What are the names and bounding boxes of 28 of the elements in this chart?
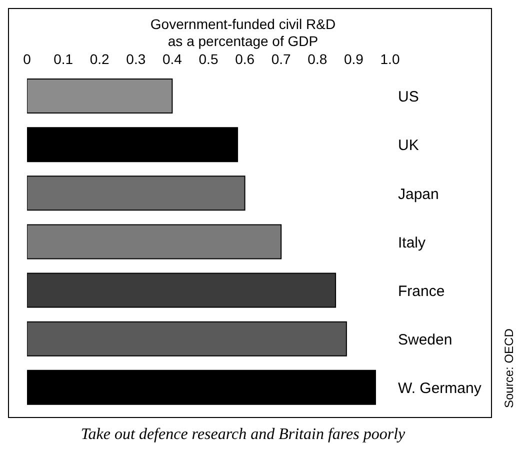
y-tick-label: US xyxy=(398,88,419,106)
x-tick-label: 0 xyxy=(23,51,32,67)
y-tick-label: Italy xyxy=(398,234,426,252)
x-tick-label: 0.3 xyxy=(126,51,146,67)
x-tick-label: 0.8 xyxy=(308,51,328,67)
x-tick-label: 0.5 xyxy=(198,51,218,67)
bar xyxy=(27,224,282,260)
x-tick-label: 0.4 xyxy=(162,51,182,67)
text: Take out defence research and Britain fares poorly xyxy=(80,426,406,444)
bar xyxy=(27,370,376,405)
x-tick-label: 1.0 xyxy=(380,51,400,67)
y-tick-label: France xyxy=(398,282,445,300)
bar xyxy=(27,78,173,114)
bar xyxy=(27,127,238,162)
y-tick-label: Sweden xyxy=(398,331,452,348)
x-tick-label: 0.9 xyxy=(344,51,364,67)
chart-title: Government-funded civil R&D as a percentage of GDP xyxy=(149,16,337,50)
source-note: Source: OECD xyxy=(502,328,516,408)
x-tick-label: 0.1 xyxy=(54,51,74,67)
y-tick-label: UK xyxy=(398,137,419,154)
bar xyxy=(27,272,336,308)
bar xyxy=(27,321,347,356)
bar xyxy=(27,176,246,211)
y-tick-label: Japan xyxy=(398,186,439,203)
x-tick-label: 0.2 xyxy=(90,51,110,67)
y-tick-label: W. Germany xyxy=(398,380,482,398)
x-tick-label: 0.7 xyxy=(271,51,292,67)
x-tick-label: 0.6 xyxy=(235,51,255,67)
